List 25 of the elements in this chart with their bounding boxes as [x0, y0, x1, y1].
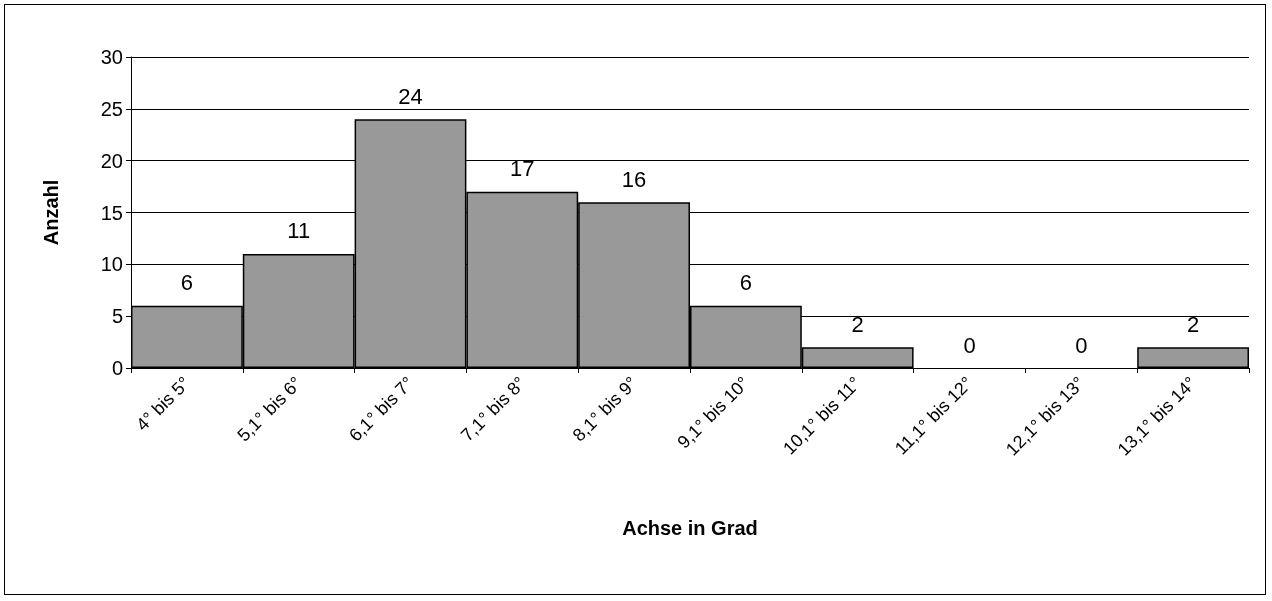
- data-label: 24: [398, 83, 423, 109]
- y-tick-label: 15: [100, 201, 123, 224]
- y-tick-label: 30: [100, 46, 123, 68]
- data-label: 2: [1186, 311, 1200, 337]
- data-label: 16: [621, 166, 647, 192]
- x-tick-label: 4° bis 5°: [132, 372, 194, 435]
- x-tick-label: 5,1° bis 6°: [233, 372, 306, 446]
- x-axis-title: Achse in Grad: [622, 517, 758, 539]
- data-label: 2: [851, 311, 864, 337]
- y-tick-label: 20: [100, 149, 123, 172]
- y-axis-title: Anzahl: [40, 179, 62, 246]
- data-label: 17: [510, 156, 535, 182]
- y-tick-label: 5: [111, 305, 123, 328]
- data-label: 11: [287, 218, 311, 244]
- x-tick-label: 6,1° bis 7°: [345, 372, 418, 446]
- data-label: 0: [963, 332, 976, 358]
- y-tick-label: 0: [111, 357, 123, 379]
- data-label: 6: [180, 270, 194, 296]
- data-label: 6: [739, 270, 753, 296]
- x-tick-label: 7,1° bis 8°: [456, 372, 530, 446]
- y-tick-label: 25: [100, 97, 123, 120]
- data-label: 0: [1075, 332, 1088, 358]
- y-tick-label: 10: [100, 253, 123, 276]
- x-tick-label: 9,1° bis 10°: [673, 372, 753, 453]
- x-tick-label: 8,1° bis 9°: [568, 372, 642, 446]
